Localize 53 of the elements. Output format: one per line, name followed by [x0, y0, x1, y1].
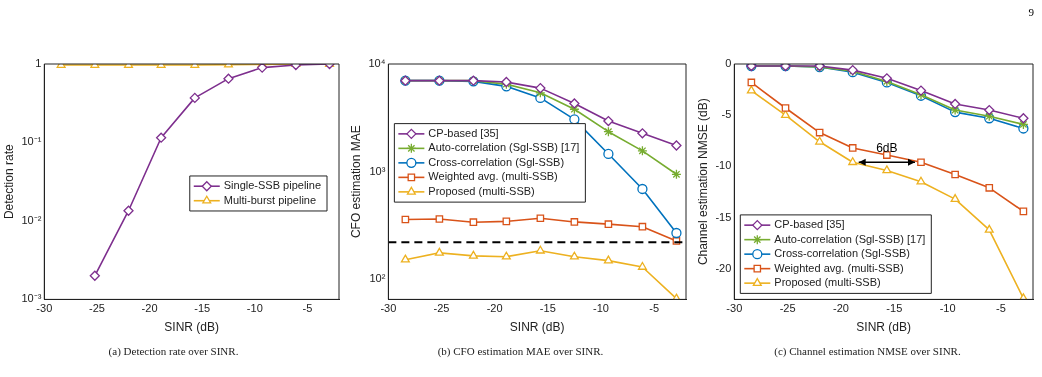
- legend-label: Single-SSB pipeline: [223, 179, 322, 192]
- y-tick-label: -20: [715, 261, 732, 274]
- legend-label: Auto-correlation (Sgl-SSB) [17]: [428, 141, 580, 154]
- text: (b) CFO estimation MAE over SINR.: [436, 345, 605, 357]
- x-tick-label: -5: [649, 302, 659, 315]
- x-tick-label: -10: [939, 302, 956, 315]
- y-axis-title: Channel estimation NMSE (dB): [695, 98, 710, 266]
- legend-label: Weighted avg. (multi-SSB): [428, 170, 558, 183]
- x-tick-label: -20: [486, 302, 503, 315]
- legend-label: Weighted avg. (multi-SSB): [774, 261, 904, 274]
- x-tick-label: -25: [779, 302, 796, 315]
- x-tick-label: -5: [302, 302, 313, 315]
- text: (a) Detection rate over SINR.: [107, 345, 240, 357]
- y-tick-label: 10²: [369, 272, 386, 285]
- annotation: 6dB: [876, 140, 898, 155]
- y-tick-label: -10: [715, 159, 732, 172]
- y-tick-label: 10⁻²: [21, 213, 42, 226]
- y-tick-label: 10⁴: [368, 57, 386, 70]
- x-axis-title: SINR (dB): [164, 320, 219, 335]
- y-axis-title: Detection rate: [1, 144, 16, 220]
- x-tick-label: -15: [194, 302, 211, 315]
- legend-label: CP-based [35]: [774, 218, 845, 231]
- x-tick-label: -15: [539, 302, 556, 315]
- y-tick-label: 1: [35, 57, 42, 70]
- y-axis-title: CFO estimation MAE: [348, 125, 363, 239]
- y-tick-label: 10⁻¹: [21, 135, 42, 148]
- x-tick-label: -30: [726, 302, 743, 315]
- x-tick-label: -10: [593, 302, 609, 315]
- y-tick-label: -15: [715, 210, 732, 223]
- y-tick-label: 0: [725, 57, 732, 70]
- x-tick-label: -25: [433, 302, 450, 315]
- text: 9: [1028, 6, 1034, 18]
- x-tick-label: -25: [88, 302, 105, 315]
- legend-label: Cross-correlation (Sgl-SSB): [428, 155, 565, 168]
- legend-label: Proposed (multi-SSB): [774, 276, 881, 289]
- x-axis-title: SINR (dB): [856, 320, 911, 335]
- x-tick-label: -10: [246, 302, 263, 315]
- x-tick-label: -5: [996, 302, 1006, 315]
- legend-label: CP-based [35]: [428, 126, 499, 139]
- y-tick-label: -5: [721, 108, 732, 121]
- x-tick-label: -20: [833, 302, 849, 315]
- y-tick-label: 10⁻³: [21, 292, 42, 305]
- x-axis-title: SINR (dB): [509, 320, 565, 335]
- y-tick-label: 10³: [369, 164, 386, 177]
- x-tick-label: -30: [36, 302, 53, 315]
- legend-label: Proposed (multi-SSB): [428, 184, 535, 197]
- legend-label: Auto-correlation (Sgl-SSB) [17]: [774, 232, 926, 245]
- x-tick-label: -30: [380, 302, 397, 315]
- x-tick-label: -15: [886, 302, 903, 315]
- text: (c) Channel estimation NMSE over SINR.: [773, 345, 962, 357]
- legend-label: Cross-correlation (Sgl-SSB): [774, 247, 910, 260]
- x-tick-label: -20: [141, 302, 158, 315]
- legend-label: Multi-burst pipeline: [223, 193, 317, 206]
